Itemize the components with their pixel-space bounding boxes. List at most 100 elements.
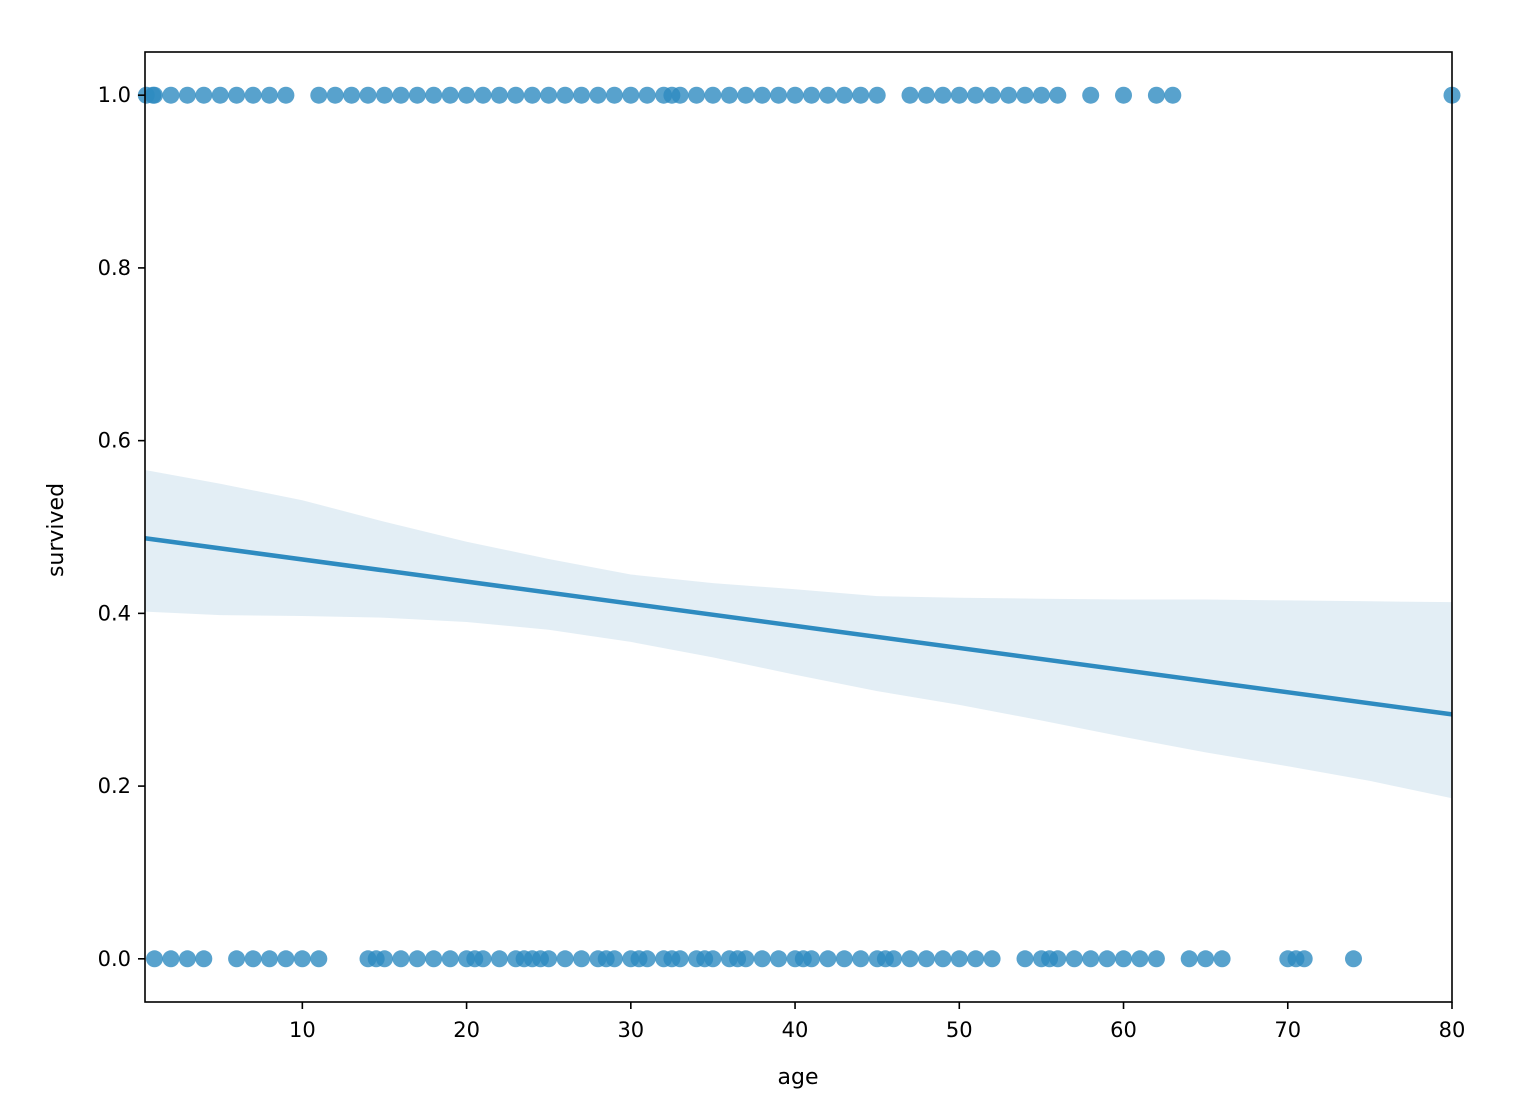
data-point: [983, 950, 1001, 968]
data-point: [720, 86, 738, 104]
data-point: [310, 950, 328, 968]
data-point: [392, 950, 410, 968]
y-tick-label: 0.4: [98, 601, 131, 625]
data-point: [540, 950, 558, 968]
data-point: [523, 86, 541, 104]
confidence-band: [145, 470, 1452, 799]
data-point: [950, 86, 968, 104]
data-point: [556, 950, 574, 968]
data-point: [293, 950, 311, 968]
data-point: [671, 86, 689, 104]
data-point: [1115, 950, 1132, 968]
data-point: [688, 86, 705, 104]
data-point: [901, 950, 919, 968]
data-point: [343, 86, 361, 104]
data-point: [967, 950, 985, 968]
data-point: [671, 950, 689, 968]
data-point: [178, 86, 196, 104]
data-point: [1197, 950, 1215, 968]
data-point: [425, 86, 443, 104]
y-tick-label: 0.6: [98, 429, 131, 453]
data-point: [753, 86, 771, 104]
data-point: [753, 950, 771, 968]
data-point: [146, 86, 163, 104]
data-point: [934, 86, 952, 104]
data-point: [359, 86, 377, 104]
data-point: [1049, 950, 1067, 968]
x-tick-label: 30: [617, 1018, 644, 1042]
regression-line-layer: [144, 535, 1453, 717]
data-point: [737, 950, 755, 968]
data-point: [261, 86, 278, 104]
data-point: [376, 950, 393, 968]
data-point: [490, 950, 508, 968]
data-point: [819, 86, 837, 104]
data-point: [1213, 950, 1231, 968]
data-point: [195, 86, 213, 104]
data-point: [1147, 950, 1165, 968]
x-tick-label: 20: [453, 1018, 480, 1042]
data-point: [162, 86, 180, 104]
data-point: [934, 950, 952, 968]
data-point: [885, 950, 903, 968]
data-point: [573, 86, 590, 104]
data-point: [901, 86, 919, 104]
y-axis-ticks: 0.0 0.2 0.4 0.6 0.8 1.0: [98, 83, 145, 971]
y-tick-label: 1.0: [98, 83, 131, 107]
data-point: [1345, 950, 1362, 968]
data-point: [376, 86, 393, 104]
data-point: [786, 86, 804, 104]
data-point: [704, 86, 722, 104]
data-point: [474, 86, 492, 104]
data-point: [211, 86, 229, 104]
data-point: [1082, 86, 1100, 104]
x-tick-label: 50: [946, 1018, 973, 1042]
confidence-band-layer: [145, 470, 1452, 799]
data-point: [1032, 86, 1050, 104]
data-point: [1016, 950, 1034, 968]
data-point: [1295, 950, 1313, 968]
data-point: [244, 950, 262, 968]
x-tick-label: 70: [1274, 1018, 1301, 1042]
data-point: [1147, 86, 1165, 104]
data-point: [1131, 950, 1149, 968]
data-point: [638, 950, 656, 968]
data-point: [1098, 950, 1116, 968]
data-point: [441, 86, 459, 104]
data-point: [162, 950, 180, 968]
data-point: [1049, 86, 1067, 104]
data-point: [474, 950, 492, 968]
y-axis-label: survived: [44, 483, 69, 577]
data-point: [1164, 86, 1182, 104]
data-point: [852, 950, 870, 968]
x-tick-label: 10: [289, 1018, 316, 1042]
points-layer: [137, 86, 1461, 968]
data-point: [704, 950, 722, 968]
data-point: [1065, 950, 1083, 968]
data-point: [277, 950, 295, 968]
data-point: [770, 950, 788, 968]
data-point: [1016, 86, 1034, 104]
data-point: [819, 950, 837, 968]
data-point: [770, 86, 788, 104]
data-point: [835, 950, 853, 968]
data-point: [737, 86, 755, 104]
data-point: [852, 86, 870, 104]
x-tick-label: 80: [1439, 1018, 1466, 1042]
data-point: [425, 950, 443, 968]
y-tick-label: 0.0: [98, 947, 131, 971]
data-point: [261, 950, 278, 968]
data-point: [507, 86, 525, 104]
data-point: [573, 950, 590, 968]
data-point: [326, 86, 344, 104]
data-point: [408, 86, 426, 104]
data-point: [1082, 950, 1100, 968]
data-point: [310, 86, 328, 104]
data-point: [228, 86, 246, 104]
data-point: [556, 86, 574, 104]
data-point: [244, 86, 262, 104]
data-point: [605, 86, 623, 104]
data-point: [803, 86, 820, 104]
data-point: [1000, 86, 1018, 104]
